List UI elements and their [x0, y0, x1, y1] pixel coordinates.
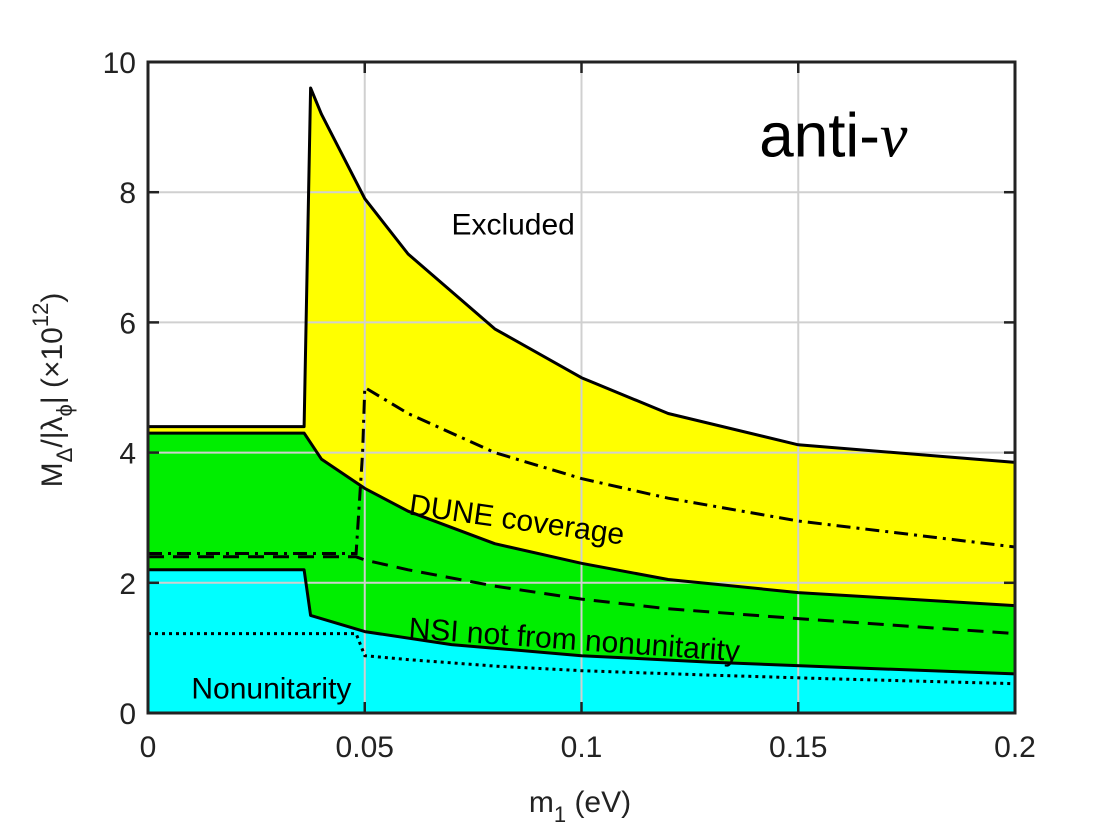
- boundary-line-excluded: [148, 86, 1016, 464]
- line-dotted: [148, 632, 1016, 686]
- boundary-line-nonunitarity: [148, 568, 1016, 676]
- x-tick-label: 0.1: [561, 731, 603, 764]
- y-tick-label: 8: [119, 177, 136, 210]
- y-tick-label: 4: [119, 438, 136, 471]
- y-tick-label: 0: [119, 698, 136, 731]
- annotation-label: Excluded: [451, 209, 574, 242]
- y-tick-label: 6: [119, 307, 136, 340]
- ticks-layer: 0 0.05 0.1 0.15 0.2 0 2 4 6 8 10: [103, 47, 1036, 764]
- annotation-label: Nonunitarity: [191, 673, 351, 706]
- x-axis-label: m1 (eV): [529, 786, 631, 827]
- y-tick-label: 10: [103, 47, 136, 80]
- y-tick-label: 2: [119, 568, 136, 601]
- x-tick-label: 0.15: [769, 731, 827, 764]
- line-dashed: [148, 555, 1016, 636]
- line-dashdot: [148, 384, 1016, 555]
- grid-layer: [148, 62, 1015, 713]
- x-tick-label: 0.2: [994, 731, 1036, 764]
- annotation-label: anti-ν: [759, 101, 908, 170]
- x-tick-label: 0: [140, 731, 157, 764]
- x-tick-label: 0.05: [336, 731, 394, 764]
- y-axis-label: MΔ/|λϕ| (×1012): [28, 293, 77, 488]
- lines-layer: [148, 86, 1016, 686]
- boundary-line-nsi: [148, 431, 1016, 608]
